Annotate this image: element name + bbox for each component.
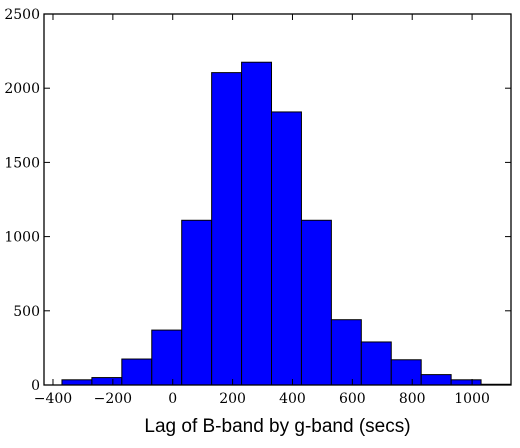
x-tick-label: 0 <box>168 391 177 407</box>
x-tick-label: −200 <box>94 391 132 407</box>
x-tick-label: 200 <box>219 391 246 407</box>
histogram-bar-10 <box>360 341 392 386</box>
histogram-bar-3 <box>151 329 183 386</box>
plot-frame <box>43 13 512 386</box>
y-tick-label: 1000 <box>4 230 40 246</box>
histogram-bar-0 <box>61 379 93 386</box>
x-tick-label: 1000 <box>454 391 490 407</box>
x-tick-label: 800 <box>399 391 426 407</box>
histogram-bar-12 <box>420 374 452 386</box>
histogram-bar-5 <box>211 72 243 386</box>
x-tick-labels: −400 −200 0 200 400 600 800 1000 <box>34 391 490 407</box>
y-tick-label: 2500 <box>4 7 40 23</box>
y-tick-label: 0 <box>31 378 40 394</box>
histogram-bar-9 <box>330 319 362 386</box>
x-tick-label: 600 <box>339 391 366 407</box>
histogram-bar-11 <box>390 359 422 386</box>
histogram-bar-7 <box>271 111 302 386</box>
histogram-bar-2 <box>121 358 153 386</box>
x-tick-label: −400 <box>34 391 72 407</box>
y-tick-label: 500 <box>13 304 40 320</box>
y-tick-label: 2000 <box>4 81 40 97</box>
histogram-bar-1 <box>91 377 123 386</box>
histogram-bars <box>61 61 512 386</box>
histogram-bar-6 <box>241 61 273 386</box>
histogram-bar-13 <box>450 379 482 386</box>
x-axis-label: Lag of B-band by g-band (secs) <box>144 416 410 437</box>
x-tick-label: 400 <box>279 391 306 407</box>
histogram-bar-8 <box>300 219 332 386</box>
y-tick-label: 1500 <box>4 155 40 171</box>
y-tick-labels: 0 500 1000 1500 2000 2500 <box>4 7 40 394</box>
histogram-bar-4 <box>181 219 213 386</box>
